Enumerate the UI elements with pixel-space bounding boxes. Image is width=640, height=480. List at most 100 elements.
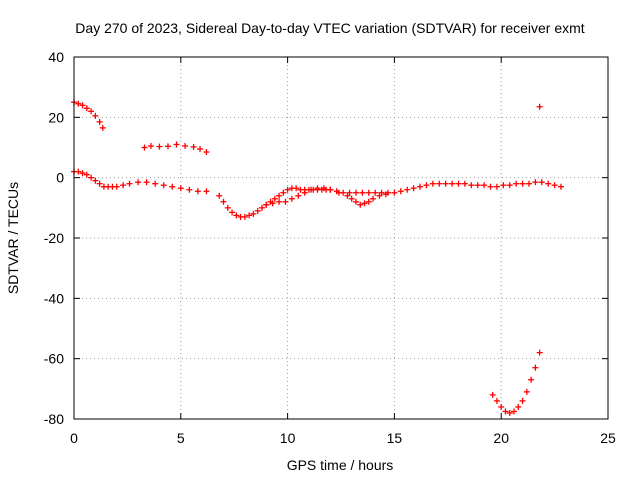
data-point [513,180,520,187]
series-group [263,185,389,208]
data-point [532,364,539,371]
data-point [372,189,379,196]
y-tick-label: 0 [56,170,64,186]
data-point [455,180,462,187]
series-group [71,168,210,195]
data-point [164,143,171,150]
data-point [99,124,106,131]
series-group [489,349,543,416]
data-point [258,204,265,211]
data-point [506,409,513,416]
data-point [79,170,86,177]
data-point [357,201,364,208]
data-point [493,397,500,404]
data-point [519,180,526,187]
tick-labels: 0 5 10 15 20 25 -80 -60 -40 -20 0 20 40 [44,49,616,446]
data-point [344,192,351,199]
data-point [143,179,150,186]
data-point [474,182,481,189]
data-point [536,349,543,356]
data-point [288,195,295,202]
data-point [519,397,526,404]
data-point [498,403,505,410]
data-point [120,182,127,189]
data-point [500,182,507,189]
data-point [361,200,368,207]
data-point [241,213,248,220]
data-point [263,201,270,208]
data-point [511,408,518,415]
data-point [365,198,372,205]
data-points [71,99,565,416]
data-point [528,376,535,383]
data-point [359,189,366,196]
data-point [182,142,189,149]
data-point [397,188,404,195]
axis-ticks [73,56,609,420]
data-point [113,183,120,190]
data-point [75,168,82,175]
x-tick-label: 10 [280,430,296,446]
data-point [276,192,283,199]
x-tick-label: 25 [600,430,616,446]
data-point [442,180,449,187]
data-point [96,118,103,125]
data-point [75,100,82,107]
y-tick-label: -40 [44,290,64,306]
y-tick-label: -60 [44,351,64,367]
data-point [417,183,424,190]
data-point [436,180,443,187]
data-point [79,102,86,109]
data-point [190,143,197,150]
data-point [203,149,210,156]
data-point [551,182,558,189]
data-point [365,189,372,196]
data-point [404,186,411,193]
series-group [216,179,565,220]
data-point [352,198,359,205]
data-point [284,186,291,193]
data-point [346,189,353,196]
data-point [126,180,133,187]
data-point [197,146,204,153]
data-point [545,180,552,187]
data-point [536,103,543,110]
data-point [96,180,103,187]
data-point [88,174,95,181]
data-point [92,177,99,184]
data-point [280,189,287,196]
series-group [71,99,106,131]
data-point [169,183,176,190]
data-point [246,212,253,219]
data-point [233,212,240,219]
data-point [502,408,509,415]
data-point [378,189,385,196]
data-point [229,209,236,216]
series-group [141,141,210,156]
data-point [515,403,522,410]
y-axis-label: SDTVAR / TECUs [5,182,21,294]
data-point [429,180,436,187]
x-tick-label: 0 [70,430,78,446]
data-point [320,185,327,192]
chart-title: Day 270 of 2023, Sidereal Day-to-day VTE… [75,20,584,36]
data-point [301,189,308,196]
data-point [295,192,302,199]
data-point [449,180,456,187]
y-tick-label: 20 [48,109,64,125]
data-point [523,388,530,395]
data-point [410,185,417,192]
data-point [186,186,193,193]
data-point [224,204,231,211]
data-point [348,195,355,202]
data-point [177,185,184,192]
data-point [282,198,289,205]
data-point [271,195,278,202]
y-tick-label: -20 [44,230,64,246]
data-point [92,112,99,119]
data-point [489,391,496,398]
data-point [216,192,223,199]
data-point [391,189,398,196]
data-point [423,182,430,189]
